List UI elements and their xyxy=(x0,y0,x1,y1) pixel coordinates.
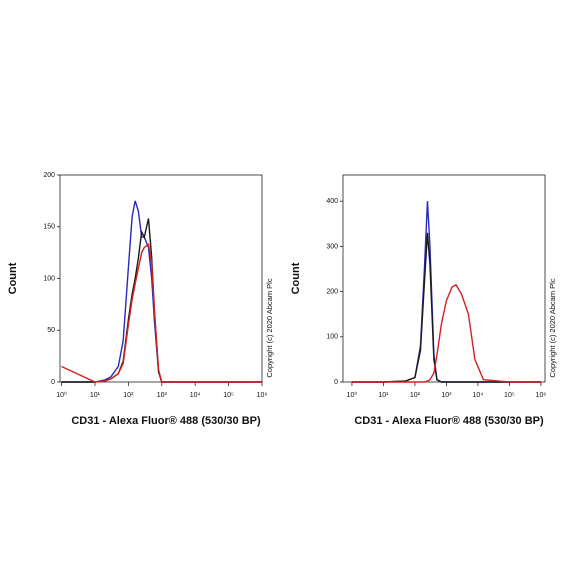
y-axis-title: Count xyxy=(7,262,19,294)
series-line xyxy=(351,232,541,383)
x-tick-label: 10³ xyxy=(441,392,452,399)
x-tick-label: 10¹ xyxy=(378,392,389,399)
x-tick-label: 10⁴ xyxy=(190,392,201,399)
x-axis-title: CD31 - Alexa Fluor® 488 (530/30 BP) xyxy=(354,415,544,427)
x-tick-label: 10² xyxy=(123,392,134,399)
x-tick-label: 10³ xyxy=(157,392,168,399)
y-tick-label: 150 xyxy=(43,224,55,231)
y-tick-label: 0 xyxy=(51,379,55,386)
y-tick-label: 100 xyxy=(326,334,338,341)
y-tick-label: 50 xyxy=(47,327,55,334)
x-axis-title: CD31 - Alexa Fluor® 488 (530/30 BP) xyxy=(71,415,261,427)
x-tick-label: 10⁴ xyxy=(473,392,484,399)
y-tick-label: 0 xyxy=(334,379,338,386)
series-line xyxy=(61,200,262,383)
series-line xyxy=(61,243,262,383)
x-tick-label: 10⁶ xyxy=(536,392,547,399)
plot-frame xyxy=(59,174,263,383)
x-tick-label: 10⁶ xyxy=(257,392,268,399)
series-line xyxy=(351,201,541,383)
series-line xyxy=(61,218,262,383)
x-tick-label: 10² xyxy=(410,392,421,399)
y-axis-title: Count xyxy=(290,262,302,294)
x-tick-label: 10¹ xyxy=(90,392,101,399)
series-line xyxy=(351,283,541,383)
copyright: Copyright (c) 2020 Abcam Plc xyxy=(265,278,274,377)
y-tick-label: 300 xyxy=(326,243,338,250)
copyright: Copyright (c) 2020 Abcam Plc xyxy=(548,278,557,377)
x-tick-label: 10⁰ xyxy=(347,391,358,399)
x-tick-label: 10⁵ xyxy=(223,392,234,399)
y-tick-label: 100 xyxy=(43,275,55,282)
y-tick-label: 200 xyxy=(326,288,338,295)
y-tick-label: 200 xyxy=(43,172,55,179)
plot-frame xyxy=(342,174,546,383)
x-tick-label: 10⁰ xyxy=(56,391,67,399)
x-tick-label: 10⁵ xyxy=(504,392,515,399)
y-tick-label: 400 xyxy=(326,198,338,205)
